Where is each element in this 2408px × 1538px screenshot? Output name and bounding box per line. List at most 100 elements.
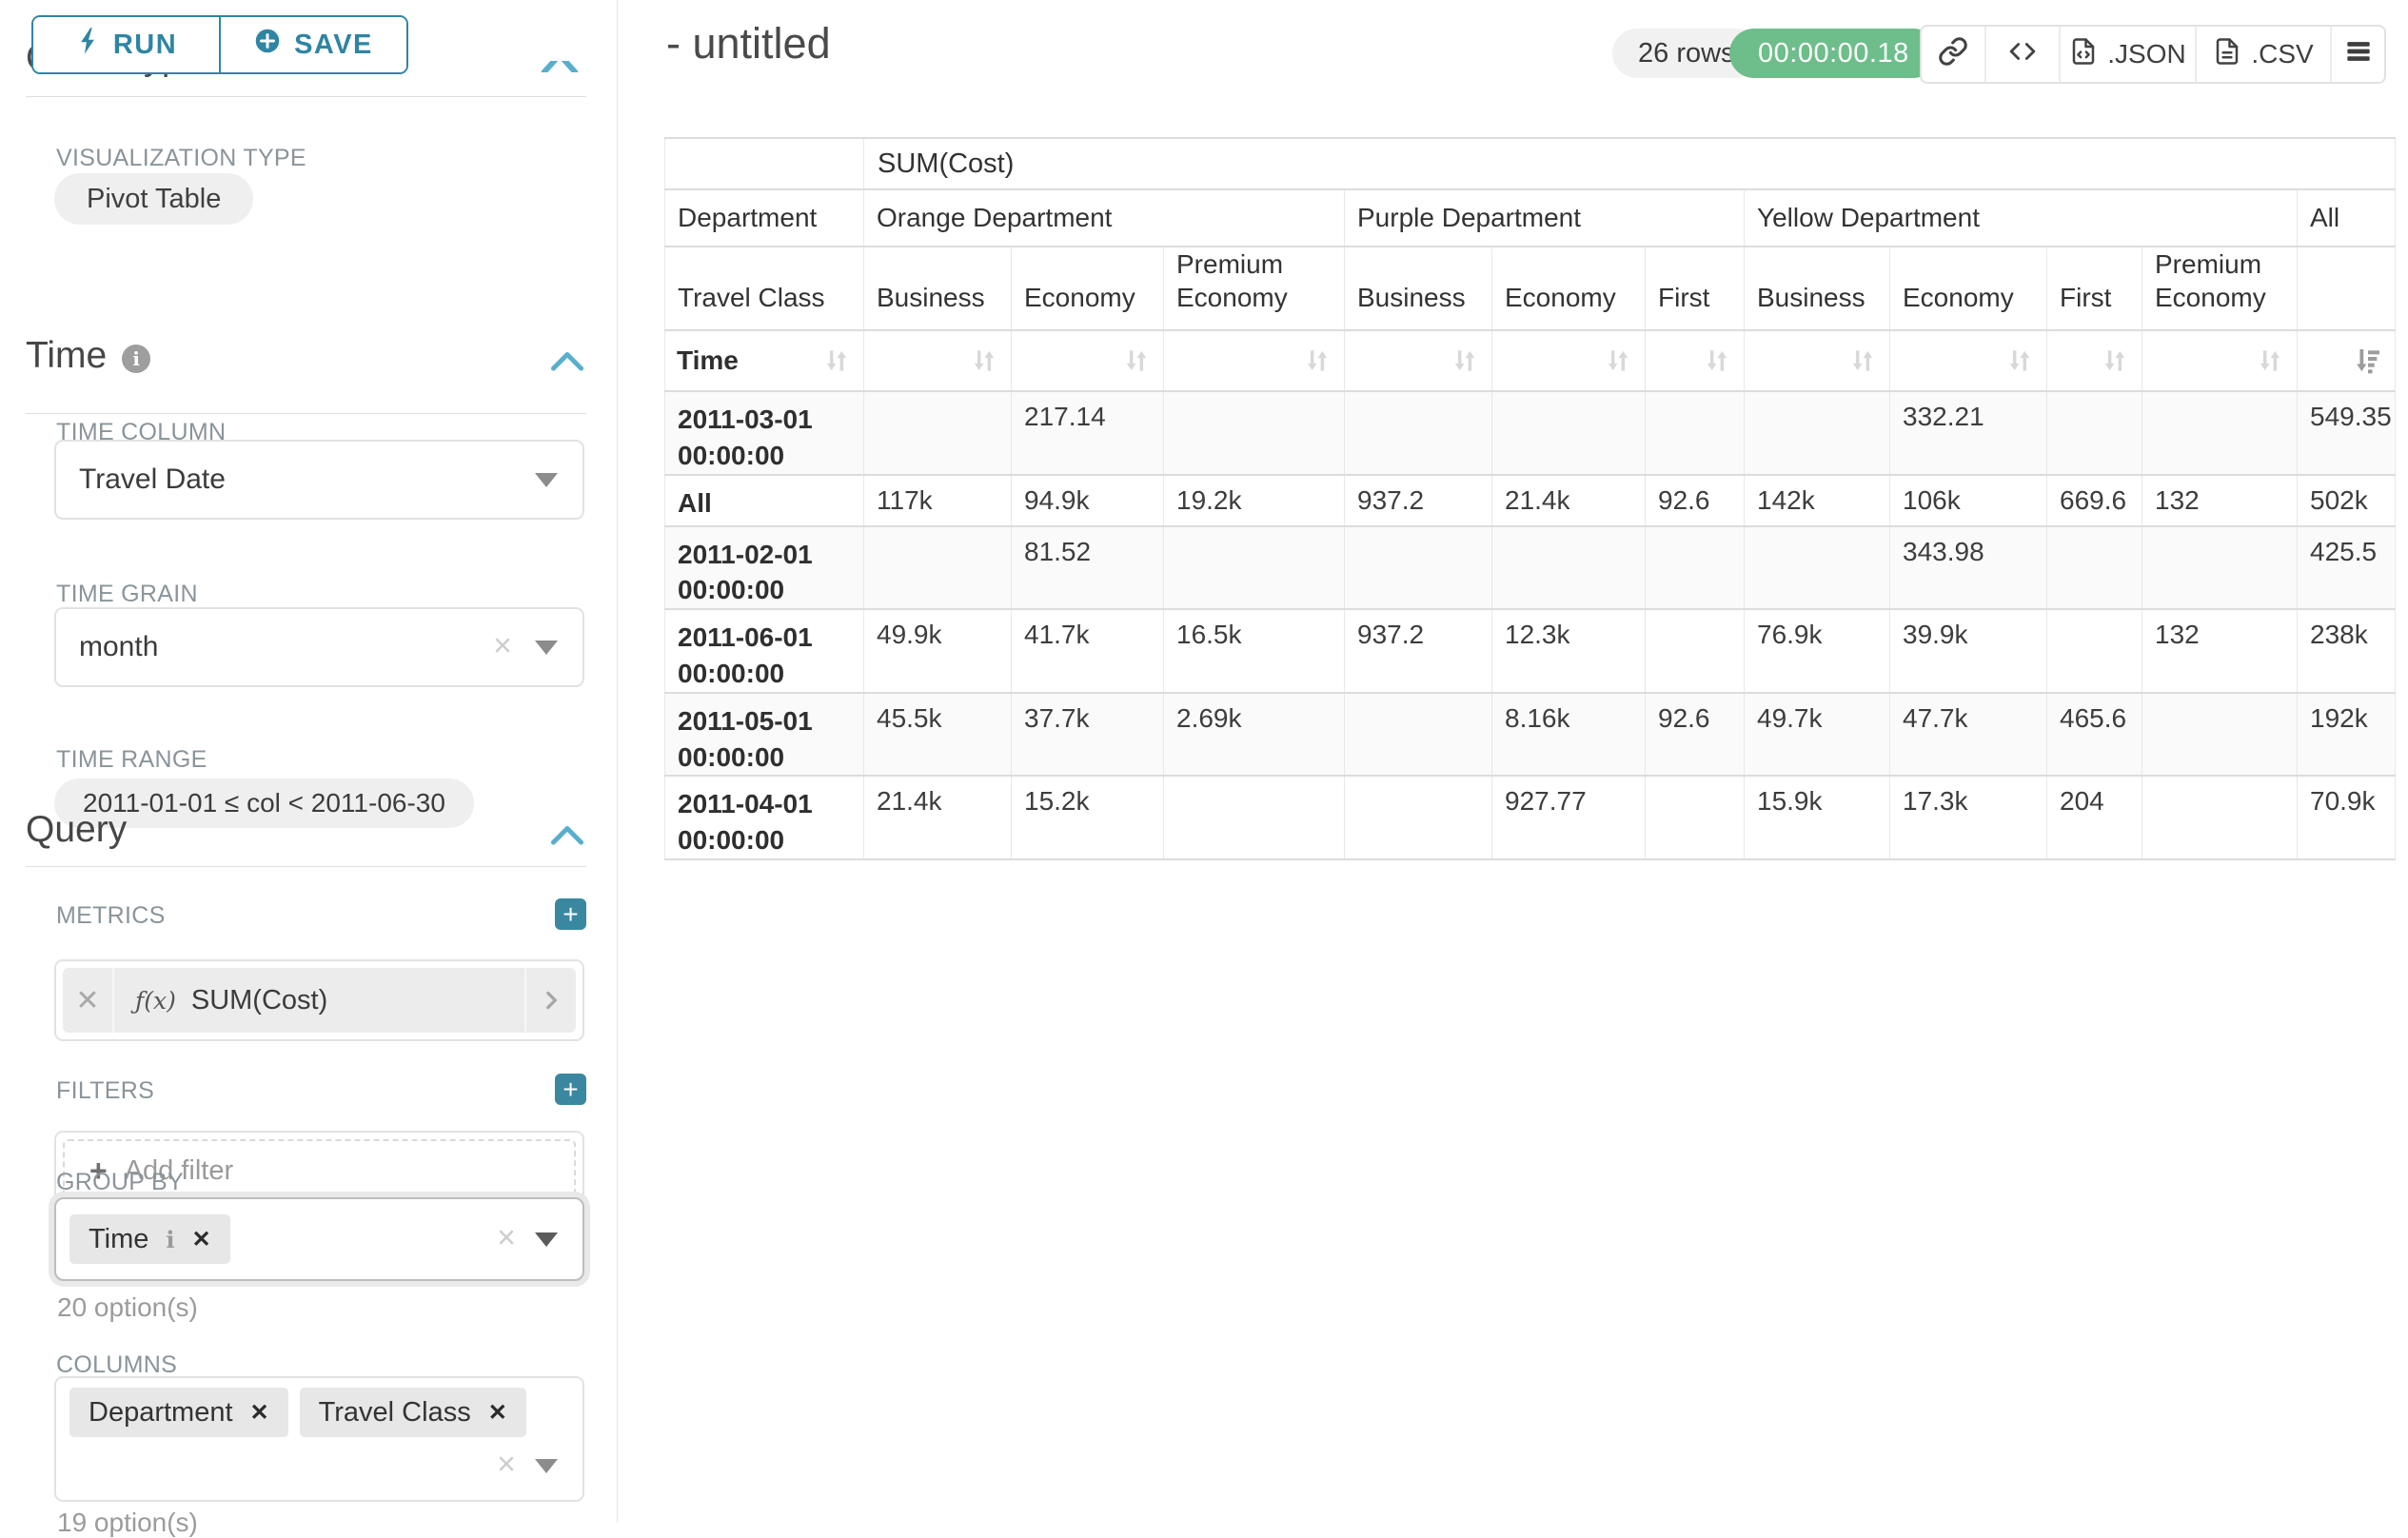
column-sort-header[interactable] [1012, 330, 1164, 391]
value-cell: 45.5k [864, 693, 1012, 777]
sort-icon [969, 345, 999, 376]
value-cell [2142, 693, 2298, 777]
control-panel: Chart Type RUN SAVE VISUALIZATION TYPE P… [0, 0, 618, 1523]
value-cell: 39.9k [1890, 609, 2047, 693]
time-column-select[interactable]: Travel Date [54, 440, 584, 520]
value-cell [1164, 776, 1345, 859]
value-cell: 192k [2298, 693, 2396, 777]
time-grain-select[interactable]: month × [54, 607, 584, 687]
add-metric-button[interactable]: + [555, 898, 586, 930]
columns-chips: Department✕Travel Class✕ [69, 1388, 569, 1437]
column-header: Economy [1492, 246, 1646, 330]
column-header: Business [1745, 246, 1890, 330]
action-buttons: RUN SAVE [31, 15, 408, 74]
menu-button[interactable] [2330, 27, 2384, 82]
sort-icon [2255, 345, 2285, 376]
dimension-chip[interactable]: Travel Class✕ [300, 1388, 526, 1437]
column-sort-header[interactable] [2298, 330, 2396, 391]
viz-type-label: VISUALIZATION TYPE [56, 145, 306, 172]
section-divider [26, 96, 586, 97]
column-sort-header[interactable] [1745, 330, 1890, 391]
value-cell [2047, 391, 2142, 475]
file-text-icon [2213, 36, 2241, 73]
run-button[interactable]: RUN [33, 17, 221, 72]
value-cell: 332.21 [1890, 391, 2047, 475]
column-sort-header[interactable] [1492, 330, 1646, 391]
sort-icon [1603, 345, 1633, 376]
time-section-title: Time i [26, 335, 150, 377]
column-sort-header[interactable] [2142, 330, 2298, 391]
remove-chip-icon[interactable]: ✕ [192, 1226, 211, 1253]
sort-icon [2004, 345, 2035, 376]
value-cell: 8.16k [1492, 693, 1646, 777]
share-link-button[interactable] [1922, 27, 1984, 82]
row-label: 2011-03-01 00:00:00 [665, 391, 864, 475]
remove-metric-icon[interactable]: ✕ [63, 968, 114, 1033]
sort-icon [1121, 345, 1152, 376]
section-divider [26, 413, 586, 414]
value-cell: 425.5 [2298, 526, 2396, 610]
value-cell [2047, 609, 2142, 693]
chevron-down-icon [535, 1459, 558, 1473]
remove-chip-icon[interactable]: ✕ [250, 1399, 269, 1427]
value-cell: 937.2 [1345, 609, 1492, 693]
column-sort-header[interactable] [2047, 330, 2142, 391]
export-csv-button[interactable]: .CSV [2195, 27, 2330, 82]
viz-type-value[interactable]: Pivot Table [54, 173, 253, 225]
value-cell: 70.9k [2298, 776, 2396, 859]
value-cell: 937.2 [1345, 475, 1492, 526]
column-header: First [2047, 246, 2142, 330]
metric-chip[interactable]: ✕ ƒ(x) SUM(Cost) [63, 968, 576, 1033]
chip-label: Department [89, 1397, 233, 1429]
sort-descending-icon [2353, 345, 2383, 376]
export-json-button[interactable]: .JSON [2059, 27, 2195, 82]
section-divider [26, 866, 586, 867]
clear-icon[interactable]: × [497, 1222, 516, 1254]
remove-chip-icon[interactable]: ✕ [488, 1399, 507, 1427]
row-dim-sort-header[interactable]: Time [665, 330, 864, 391]
column-group-header: Purple Department [1345, 189, 1745, 246]
time-collapse-chevron[interactable] [548, 348, 586, 378]
value-cell: 17.3k [1890, 776, 2047, 859]
value-cell: 41.7k [1012, 609, 1164, 693]
value-cell: 19.2k [1164, 475, 1345, 526]
add-filter-plus-button[interactable]: + [555, 1074, 586, 1105]
chevron-down-icon [535, 641, 558, 655]
clear-icon[interactable]: × [497, 1449, 516, 1481]
clear-icon[interactable]: × [493, 630, 512, 662]
value-cell: 502k [2298, 475, 2396, 526]
dimension-chip[interactable]: Timei✕ [69, 1214, 230, 1264]
sort-icon [1450, 345, 1480, 376]
table-row: 2011-05-01 00:00:0045.5k37.7k2.69k8.16k9… [665, 693, 2396, 777]
page-title: - untitled [666, 19, 831, 69]
row-label: 2011-06-01 00:00:00 [665, 609, 864, 693]
columns-option-count: 19 option(s) [57, 1508, 198, 1538]
code-icon [2006, 37, 2039, 72]
group-by-option-count: 20 option(s) [57, 1292, 198, 1323]
column-sort-header[interactable] [1646, 330, 1745, 391]
column-sort-header[interactable] [1164, 330, 1345, 391]
column-group-header: Orange Department [864, 189, 1345, 246]
value-cell [1646, 609, 1745, 693]
chevron-right-icon[interactable] [524, 968, 576, 1033]
department-header-row: DepartmentOrange DepartmentPurple Depart… [665, 189, 2396, 246]
value-cell: 37.7k [1012, 693, 1164, 777]
function-icon: ƒ(x) [135, 987, 176, 1015]
value-cell [2142, 526, 2298, 610]
save-button[interactable]: SAVE [221, 17, 406, 72]
row-dim-header: Department [665, 189, 864, 246]
query-collapse-chevron[interactable] [548, 822, 586, 852]
group-by-select[interactable]: Timei✕ × [54, 1197, 584, 1281]
columns-select[interactable]: Department✕Travel Class✕ × [54, 1376, 584, 1502]
group-by-label: GROUP BY [56, 1169, 184, 1196]
column-sort-header[interactable] [864, 330, 1012, 391]
column-header [2298, 246, 2396, 330]
view-query-button[interactable] [1984, 27, 2059, 82]
info-icon: i [166, 1226, 174, 1253]
chart-type-collapse-chevron[interactable] [539, 61, 588, 72]
column-sort-header[interactable] [1345, 330, 1492, 391]
column-header: Premium Economy [1164, 246, 1345, 330]
column-sort-header[interactable] [1890, 330, 2047, 391]
query-timer-badge: 00:00:00.18 [1729, 29, 1938, 78]
dimension-chip[interactable]: Department ✕ [69, 1388, 288, 1437]
